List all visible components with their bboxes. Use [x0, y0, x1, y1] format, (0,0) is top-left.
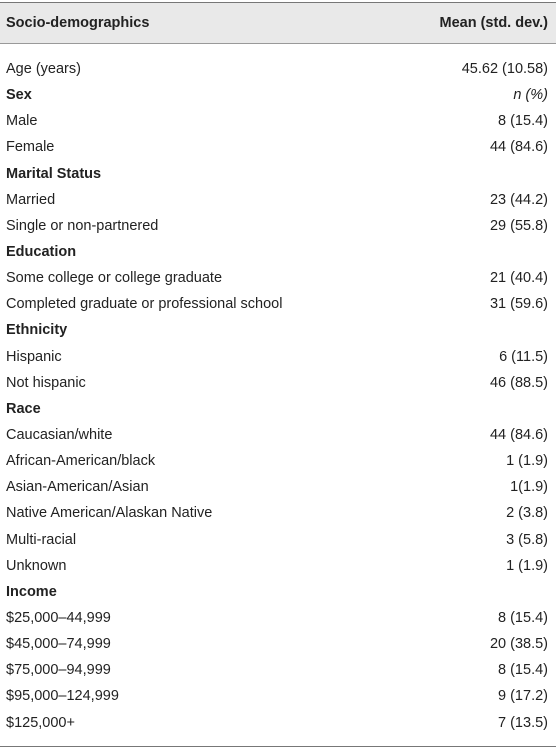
table-row: Caucasian/white 44 (84.6)	[0, 422, 556, 448]
table-header: Socio-demographics Mean (std. dev.)	[0, 3, 556, 44]
row-value: 6 (11.5)	[499, 348, 548, 365]
row-label: Completed graduate or professional schoo…	[6, 296, 283, 313]
row-label: $95,000–124,999	[6, 688, 119, 705]
row-value: 31 (59.6)	[489, 296, 548, 313]
row-value: 21 (40.4)	[489, 270, 548, 287]
row-label: $25,000–44,999	[6, 610, 111, 627]
section-label: Income	[6, 583, 57, 600]
section-row: Race	[0, 396, 556, 422]
row-value: 1 (1.9)	[506, 453, 548, 470]
row-label: Married	[6, 191, 56, 208]
row-label: Hispanic	[6, 348, 62, 365]
table-row: $95,000–124,999 9 (17.2)	[0, 683, 556, 709]
row-value: 44 (84.6)	[489, 139, 548, 156]
table-row: Hispanic 6 (11.5)	[0, 344, 556, 370]
row-label: Female	[6, 139, 55, 156]
section-label: Marital Status	[6, 165, 102, 182]
header-cell: Socio-demographics	[6, 15, 150, 31]
row-label: Caucasian/white	[6, 427, 113, 444]
table-row: $45,000–74,999 20 (38.5)	[0, 631, 556, 657]
row-label: Asian-American/Asian	[6, 479, 149, 496]
table-row: $25,000–44,999 8 (15.4)	[0, 605, 556, 631]
section-label: Ethnicity	[6, 322, 68, 339]
table-row: Asian-American/Asian 1(1.9)	[0, 474, 556, 500]
row-label: Age (years)	[6, 61, 81, 78]
row-label: $45,000–74,999	[6, 636, 111, 653]
row-value: 8 (15.4)	[498, 610, 548, 627]
row-value: 2 (3.8)	[506, 505, 548, 522]
section-row: Ethnicity	[0, 317, 556, 343]
table-row: Completed graduate or professional schoo…	[0, 291, 556, 317]
row-value: 45.62 (10.58)	[461, 61, 548, 78]
section-label: Race	[6, 400, 41, 417]
row-label: Multi-racial	[6, 531, 77, 548]
table-row: Single or non-partnered 29 (55.8)	[0, 213, 556, 239]
row-value: 20 (38.5)	[489, 636, 548, 653]
row-label: Native American/Alaskan Native	[6, 505, 213, 522]
table-row: Multi-racial 3 (5.8)	[0, 527, 556, 553]
row-value: 7 (13.5)	[498, 714, 548, 731]
table-row: African-American/black 1 (1.9)	[0, 448, 556, 474]
row-label: $75,000–94,999	[6, 662, 111, 679]
table-row: $125,000+ 7 (13.5)	[0, 710, 556, 736]
section-row: Education	[0, 239, 556, 265]
row-value: 29 (55.8)	[489, 217, 548, 234]
row-label: African-American/black	[6, 453, 156, 470]
row-label: Some college or college graduate	[6, 270, 223, 287]
row-value: 44 (84.6)	[489, 427, 548, 444]
row-label: Single or non-partnered	[6, 217, 159, 234]
table-row: Male 8 (15.4)	[0, 108, 556, 134]
row-value: 1 (1.9)	[506, 557, 548, 574]
row-label: Not hispanic	[6, 374, 86, 391]
row-label: $125,000+	[6, 714, 75, 731]
row-label: Male	[6, 113, 38, 130]
table-row: Female 44 (84.6)	[0, 134, 556, 160]
row-value: 9 (17.2)	[498, 688, 548, 705]
row-value: 23 (44.2)	[489, 191, 548, 208]
table-row: Some college or college graduate 21 (40.4…	[0, 265, 556, 291]
row-label: Unknown	[6, 557, 67, 574]
section-label: Education	[6, 244, 77, 261]
row-value: 8 (15.4)	[498, 662, 548, 679]
row-value: 3 (5.8)	[506, 531, 548, 548]
table-row: $75,000–94,999 8 (15.4)	[0, 657, 556, 683]
table-row: Not hispanic 46 (88.5)	[0, 370, 556, 396]
section-row: Income	[0, 579, 556, 605]
header-cell: Mean (std. dev.)	[439, 15, 549, 31]
row-value: 8 (15.4)	[498, 113, 548, 130]
row-value: n (%)	[513, 87, 548, 104]
row-value: 1(1.9)	[510, 479, 548, 496]
table-row: Native American/Alaskan Native 2 (3.8)	[0, 500, 556, 526]
section-label: Sex	[6, 87, 32, 104]
table-row: Married 23 (44.2)	[0, 187, 556, 213]
row-value: 46 (88.5)	[489, 374, 548, 391]
table-row: Unknown 1 (1.9)	[0, 553, 556, 579]
section-row: Marital Status	[0, 161, 556, 187]
table-row: Age (years) 45.62 (10.58)	[0, 56, 556, 82]
section-row: Sex n (%)	[0, 82, 556, 108]
